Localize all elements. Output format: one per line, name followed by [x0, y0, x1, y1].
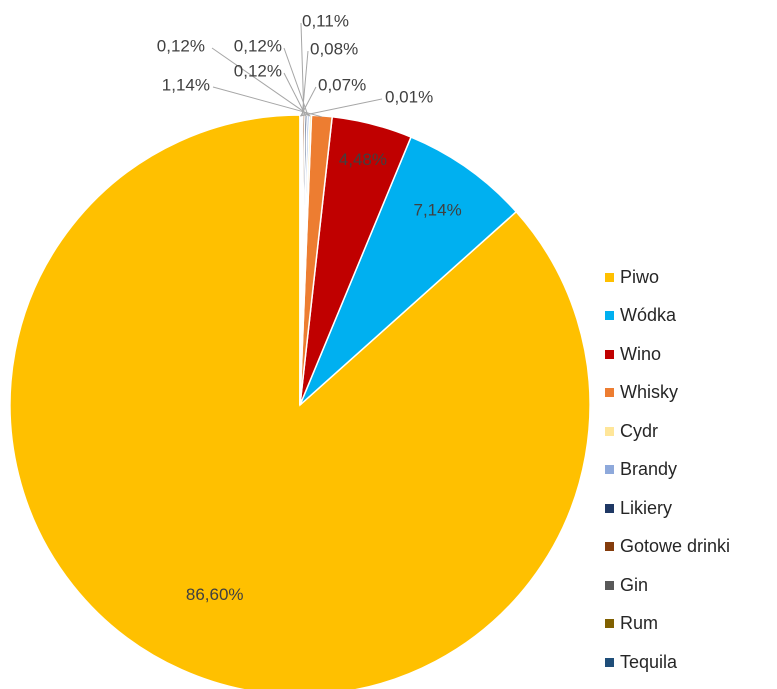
legend-swatch-rum	[605, 619, 614, 629]
legend-label-whisky: Whisky	[620, 382, 678, 403]
legend-swatch-piwo	[605, 272, 614, 282]
data-label-piwo: 86,60%	[186, 585, 244, 604]
legend-label-brandy: Brandy	[620, 459, 678, 480]
legend-item-likiery: Likiery	[605, 489, 730, 528]
legend-item-rum: Rum	[605, 605, 730, 644]
data-label-whisky: 1,14%	[162, 75, 210, 94]
legend-swatch-gotowe-drinki	[605, 542, 614, 552]
legend-label-likiery: Likiery	[620, 497, 673, 518]
legend-item-cydr: Cydr	[605, 412, 730, 451]
leader-lines	[211, 22, 383, 118]
legend-label-rum: Rum	[620, 613, 659, 634]
legend-item-tequila: Tequila	[605, 643, 730, 682]
legend-swatch-likiery	[605, 503, 614, 513]
legend-item-piwo: Piwo	[605, 258, 730, 297]
legend-label-wino: Wino	[620, 343, 662, 364]
data-label-wino: 4,48%	[339, 150, 387, 169]
data-label-wodka: 7,14%	[413, 201, 461, 220]
data-label-likiery: 0,12%	[234, 61, 282, 80]
leader-line-cydr	[211, 47, 311, 117]
legend-swatch-gin	[605, 580, 614, 590]
data-labels: 86,60% 7,14% 4,48% 1,14% 0,12% 0,12% 0,12% 0,11…	[157, 11, 462, 604]
slice-piwo	[9, 114, 590, 689]
legend-label-tequila: Tequila	[620, 651, 678, 672]
legend-swatch-tequila	[605, 657, 614, 667]
leader-line-rum	[300, 86, 317, 117]
legend-swatch-brandy	[605, 465, 614, 475]
leader-line-gin	[301, 50, 309, 117]
legend-swatch-cydr	[605, 426, 614, 436]
legend-label-gin: Gin	[620, 574, 649, 595]
data-label-gotowe-drinki: 0,11%	[302, 11, 349, 30]
data-label-gin: 0,08%	[310, 39, 358, 58]
data-label-rum: 0,07%	[318, 75, 366, 94]
legend-label-wodka: Wódka	[620, 305, 677, 326]
data-label-brandy: 0,12%	[234, 36, 282, 55]
legend-item-wodka: Wódka	[605, 297, 730, 336]
legend-label-cydr: Cydr	[620, 420, 659, 441]
legend-item-brandy: Brandy	[605, 451, 730, 490]
legend-label-piwo: Piwo	[620, 266, 660, 287]
leader-line-tequila	[299, 98, 383, 117]
legend-swatch-wodka	[605, 311, 614, 321]
data-label-cydr: 0,12%	[157, 36, 205, 55]
legend: Piwo Wódka Wino Whisky Cydr Brandy Likiery Goto…	[605, 258, 730, 682]
legend-item-whisky: Whisky	[605, 374, 730, 413]
legend-swatch-wino	[605, 349, 614, 359]
legend-swatch-whisky	[605, 388, 614, 398]
leader-line-brandy	[283, 47, 309, 117]
pie-slices	[9, 114, 590, 689]
pie-chart: 86,60% 7,14% 4,48% 1,14% 0,12% 0,12% 0,12% 0,11…	[9, 11, 590, 689]
data-label-tequila: 0,01%	[385, 87, 433, 106]
legend-label-gotowe-drinki: Gotowe drinki	[620, 536, 731, 557]
legend-item-gin: Gin	[605, 566, 730, 605]
slice-wodka	[299, 136, 518, 406]
legend-item-wino: Wino	[605, 335, 730, 374]
legend-item-gotowe-drinki: Gotowe drinki	[605, 528, 730, 567]
